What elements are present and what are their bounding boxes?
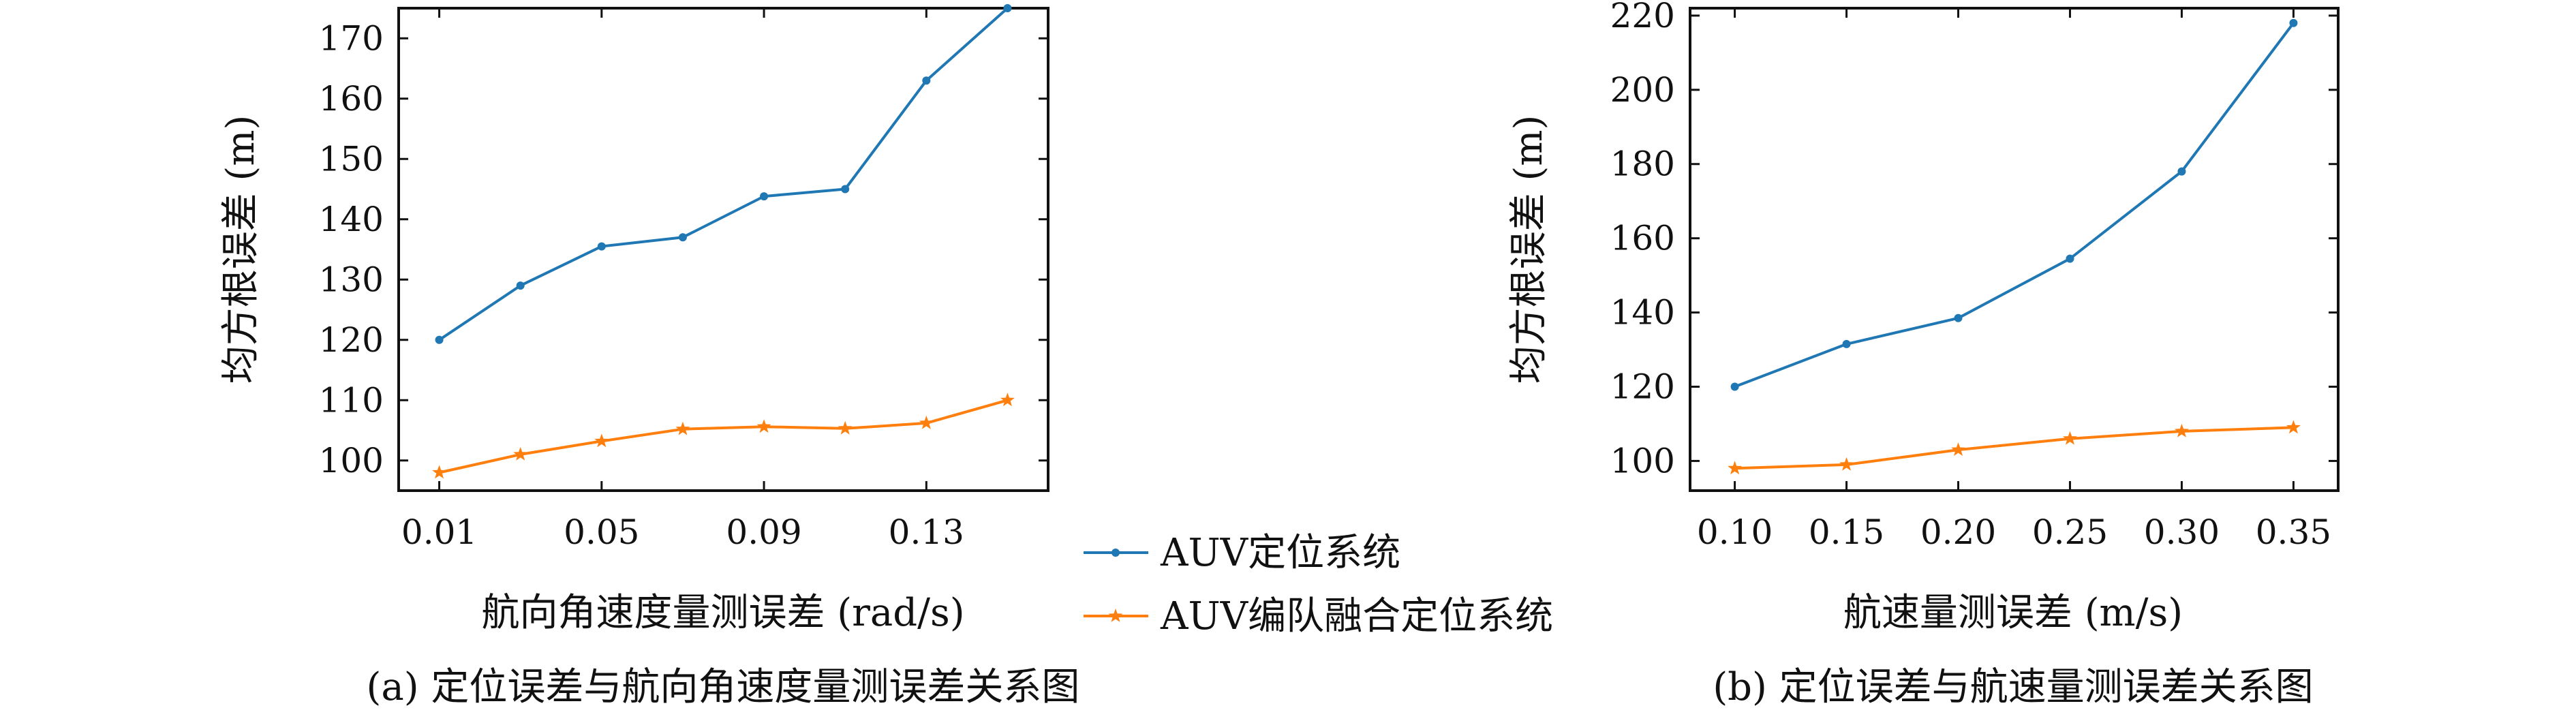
series-line-fusion	[1734, 426, 2294, 470]
ticks-group: 100 110 120 130 140 150 160 170 0.01 0.05 0.09 0.13	[319, 8, 1048, 552]
data-point-fusion	[756, 419, 771, 433]
data-point-fusion	[2286, 420, 2301, 434]
data-point-auv	[597, 242, 606, 251]
legend-label-fusion: AUV编队融合定位系统	[1160, 594, 1553, 639]
caption-b: (b) 定位误差与航速量测误差关系图	[1713, 665, 2313, 709]
chart-panel-b: 100 120 140 160 180 200 220 0.10 0.15 0.20 0.25 0.3…	[1507, 0, 2340, 709]
legend-marker-dot	[1111, 549, 1120, 557]
y-tick-label: 130	[319, 260, 384, 299]
y-tick-label: 160	[319, 79, 384, 119]
caption-a: (a) 定位误差与航向角速度量测误差关系图	[367, 665, 1080, 709]
ticks-group: 100 120 140 160 180 200 220 0.10 0.15 0.20 0.25 0.3…	[1610, 0, 2338, 552]
data-point-auv	[2289, 18, 2298, 27]
data-point-fusion	[2063, 431, 2077, 445]
series-group	[432, 4, 1015, 479]
y-axis-label: 均方根误差 (m)	[1507, 115, 1551, 384]
x-tick-label: 0.35	[2256, 512, 2331, 552]
data-point-fusion	[838, 420, 853, 435]
y-tick-label: 120	[1610, 367, 1675, 407]
legend-marker-star	[1108, 609, 1123, 622]
x-tick-label: 0.13	[889, 512, 964, 552]
series-group	[1728, 18, 2301, 475]
x-tick-label: 0.25	[2032, 512, 2108, 552]
legend-label-auv: AUV定位系统	[1160, 531, 1400, 575]
data-point-fusion	[675, 421, 690, 435]
data-point-auv	[2066, 254, 2074, 263]
series-line-auv	[1734, 22, 2295, 388]
data-point-auv	[435, 335, 444, 344]
data-point-fusion	[919, 415, 934, 429]
y-tick-label: 110	[319, 380, 384, 420]
x-tick-label: 0.15	[1809, 512, 1884, 552]
data-point-fusion	[1839, 457, 1854, 471]
plot-frame	[397, 7, 1049, 492]
y-tick-label: 160	[1610, 219, 1675, 258]
data-point-fusion	[1000, 393, 1015, 407]
data-point-fusion	[432, 465, 446, 479]
x-axis-label: 航向角速度量测误差 (rad/s)	[481, 591, 964, 635]
legend-item-auv: AUV定位系统	[1084, 531, 1400, 575]
data-point-auv	[841, 185, 850, 194]
y-tick-label: 170	[319, 18, 384, 58]
y-tick-label: 100	[319, 441, 384, 480]
x-tick-label: 0.20	[1920, 512, 1996, 552]
legend-item-fusion: AUV编队融合定位系统	[1084, 594, 1553, 639]
y-axis-label: 均方根误差 (m)	[219, 115, 263, 384]
legend: AUV定位系统 AUV编队融合定位系统	[1084, 531, 1553, 639]
x-tick-label: 0.09	[726, 512, 801, 552]
y-tick-label: 220	[1610, 0, 1675, 35]
chart-panel-a: 100 110 120 130 140 150 160 170 0.01 0.05 0.09 0.13…	[219, 4, 1079, 709]
y-tick-label: 200	[1610, 70, 1675, 110]
data-point-auv	[516, 281, 525, 290]
data-point-auv	[2177, 167, 2186, 176]
data-point-auv	[678, 233, 687, 242]
data-point-auv	[922, 76, 931, 85]
y-tick-label: 180	[1610, 144, 1675, 184]
plot-frame	[1689, 7, 2340, 492]
data-point-auv	[1003, 4, 1012, 12]
y-tick-label: 150	[319, 139, 384, 179]
x-tick-label: 0.10	[1697, 512, 1773, 552]
x-tick-label: 0.30	[2144, 512, 2220, 552]
x-tick-label: 0.05	[564, 512, 639, 552]
x-axis-label: 航速量测误差 (m/s)	[1843, 591, 2183, 635]
y-tick-label: 140	[1610, 293, 1675, 333]
data-point-fusion	[594, 433, 609, 448]
y-tick-label: 120	[319, 320, 384, 360]
data-point-auv	[760, 192, 769, 201]
series-line-fusion	[439, 399, 1008, 474]
series-line-auv	[438, 7, 1009, 341]
data-point-fusion	[1728, 461, 1742, 475]
data-point-fusion	[2175, 423, 2189, 437]
data-point-fusion	[1951, 442, 1965, 456]
x-tick-label: 0.01	[401, 512, 477, 552]
y-tick-label: 100	[1610, 441, 1675, 480]
y-tick-label: 140	[319, 200, 384, 239]
data-point-fusion	[513, 446, 528, 461]
data-point-auv	[1842, 339, 1851, 348]
data-point-auv	[1730, 382, 1739, 391]
data-point-auv	[1954, 313, 1963, 322]
